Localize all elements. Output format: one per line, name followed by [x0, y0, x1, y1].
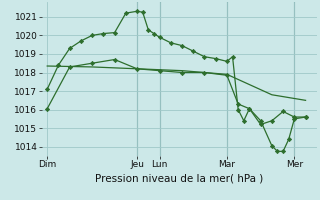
- X-axis label: Pression niveau de la mer( hPa ): Pression niveau de la mer( hPa ): [95, 173, 263, 183]
